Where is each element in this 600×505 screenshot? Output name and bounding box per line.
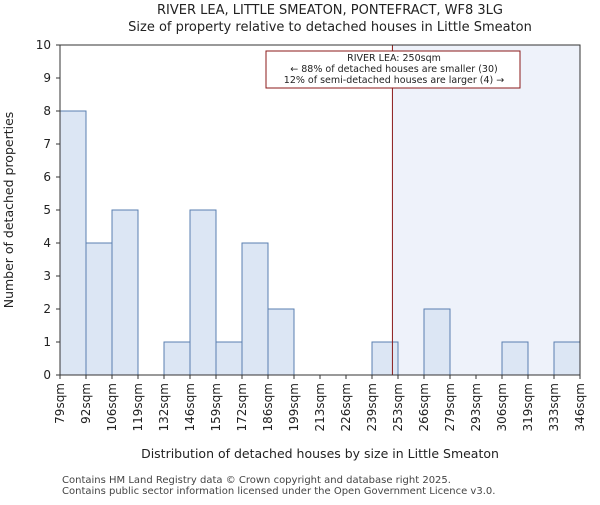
x-tick-label: 253sqm [391,383,405,431]
y-tick-label: 6 [43,170,51,184]
x-tick-label: 119sqm [131,383,145,431]
x-tick-label: 239sqm [365,383,379,431]
y-tick-label: 0 [43,368,51,382]
x-tick-label: 279sqm [443,383,457,431]
bar-92sqm [85,242,113,376]
bar-132sqm [163,341,191,376]
y-axis-ticks: 0 1 2 3 4 5 6 7 8 9 10 [36,38,60,382]
x-tick-label: 226sqm [339,383,353,431]
y-axis-title: Number of detached properties [1,112,16,309]
x-tick-label: 172sqm [235,383,249,431]
x-tick-label: 266sqm [417,383,431,431]
bar-186sqm [267,308,295,376]
y-tick-label: 8 [43,104,51,118]
x-tick-label: 186sqm [261,383,275,431]
x-tick-label: 306sqm [495,383,509,431]
highlight-region-layer [392,45,580,375]
x-tick-label: 333sqm [547,383,561,431]
x-tick-label: 199sqm [287,383,301,431]
y-tick-label: 9 [43,71,51,85]
x-axis-title: Distribution of detached houses by size … [141,446,499,461]
bar-333sqm [553,341,581,376]
x-tick-label: 346sqm [573,383,587,431]
y-tick-label: 2 [43,302,51,316]
annotation-line-2: ← 88% of detached houses are smaller (30… [290,64,497,75]
annotation-frame [265,50,521,89]
bar-266sqm [423,308,451,376]
x-tick-label: 319sqm [521,383,535,431]
x-tick-label: 213sqm [313,383,327,431]
bars-layer [59,110,581,376]
x-tick-label: 293sqm [469,383,483,431]
annotation-box: RIVER LEA: 250sqm ← 88% of detached hous… [265,50,521,89]
footer-line-1: Contains HM Land Registry data © Crown c… [62,475,451,486]
bar-159sqm [215,341,243,376]
x-tick-label: 79sqm [53,383,67,424]
y-tick-label: 10 [36,38,51,52]
x-axis-ticks: 79sqm 92sqm 106sqm 119sqm 132sqm 146sqm 159sqm… [53,375,587,431]
x-tick-label: 106sqm [105,383,119,431]
annotation-line-1: RIVER LEA: 250sqm [347,53,441,64]
chart-title: RIVER LEA, LITTLE SMEATON, PONTEFRACT, W… [157,3,503,18]
y-tick-label: 1 [43,335,51,349]
bar-146sqm [189,209,217,376]
bar-79sqm [59,110,87,376]
larger-region-highlight [392,45,580,375]
x-tick-label: 159sqm [209,383,223,431]
bar-239sqm [371,341,399,376]
chart-subtitle: Size of property relative to detached ho… [128,20,532,35]
bar-306sqm [501,341,529,376]
annotation-line-3: 12% of semi-detached houses are larger (… [284,75,504,86]
y-tick-label: 3 [43,269,51,283]
x-tick-label: 92sqm [79,383,93,424]
y-tick-label: 4 [43,236,51,250]
x-tick-label: 146sqm [183,383,197,431]
x-tick-label: 132sqm [157,383,171,431]
bar-172sqm [241,242,269,376]
footer-line-2: Contains public sector information licen… [62,486,495,497]
y-tick-label: 7 [43,137,51,151]
bar-106sqm [111,209,139,376]
y-tick-label: 5 [43,203,51,217]
